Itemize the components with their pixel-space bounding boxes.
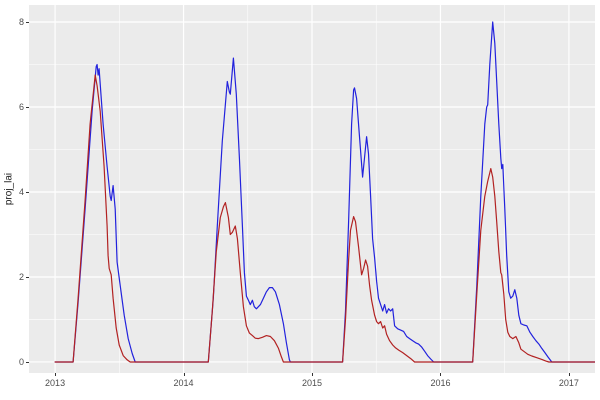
y-tick-mark (26, 276, 29, 278)
y-tick-label: 2 (18, 271, 24, 282)
x-tick-mark (183, 373, 185, 376)
x-tick-mark (55, 373, 57, 376)
x-tick-label: 2013 (45, 378, 66, 388)
x-tick-label: 2016 (430, 378, 451, 388)
x-tick-mark (440, 373, 442, 376)
y-tick-mark (26, 106, 29, 108)
x-tick-mark (312, 373, 313, 376)
chart-canvas (29, 5, 595, 373)
x-tick-mark (568, 373, 570, 376)
x-tick-label: 2014 (173, 378, 194, 388)
y-tick-mark (26, 21, 29, 23)
y-tick-mark (26, 191, 29, 193)
y-tick-label: 0 (18, 356, 24, 367)
red-series-line (54, 74, 595, 363)
plot-panel (29, 5, 595, 373)
x-tick-label: 2017 (558, 378, 579, 388)
x-tick-label: 2015 (301, 378, 323, 388)
y-tick-label: 4 (18, 186, 24, 197)
y-tick-mark (26, 361, 29, 363)
y-tick-label: 8 (18, 16, 24, 27)
y-tick-label: 6 (18, 101, 24, 112)
